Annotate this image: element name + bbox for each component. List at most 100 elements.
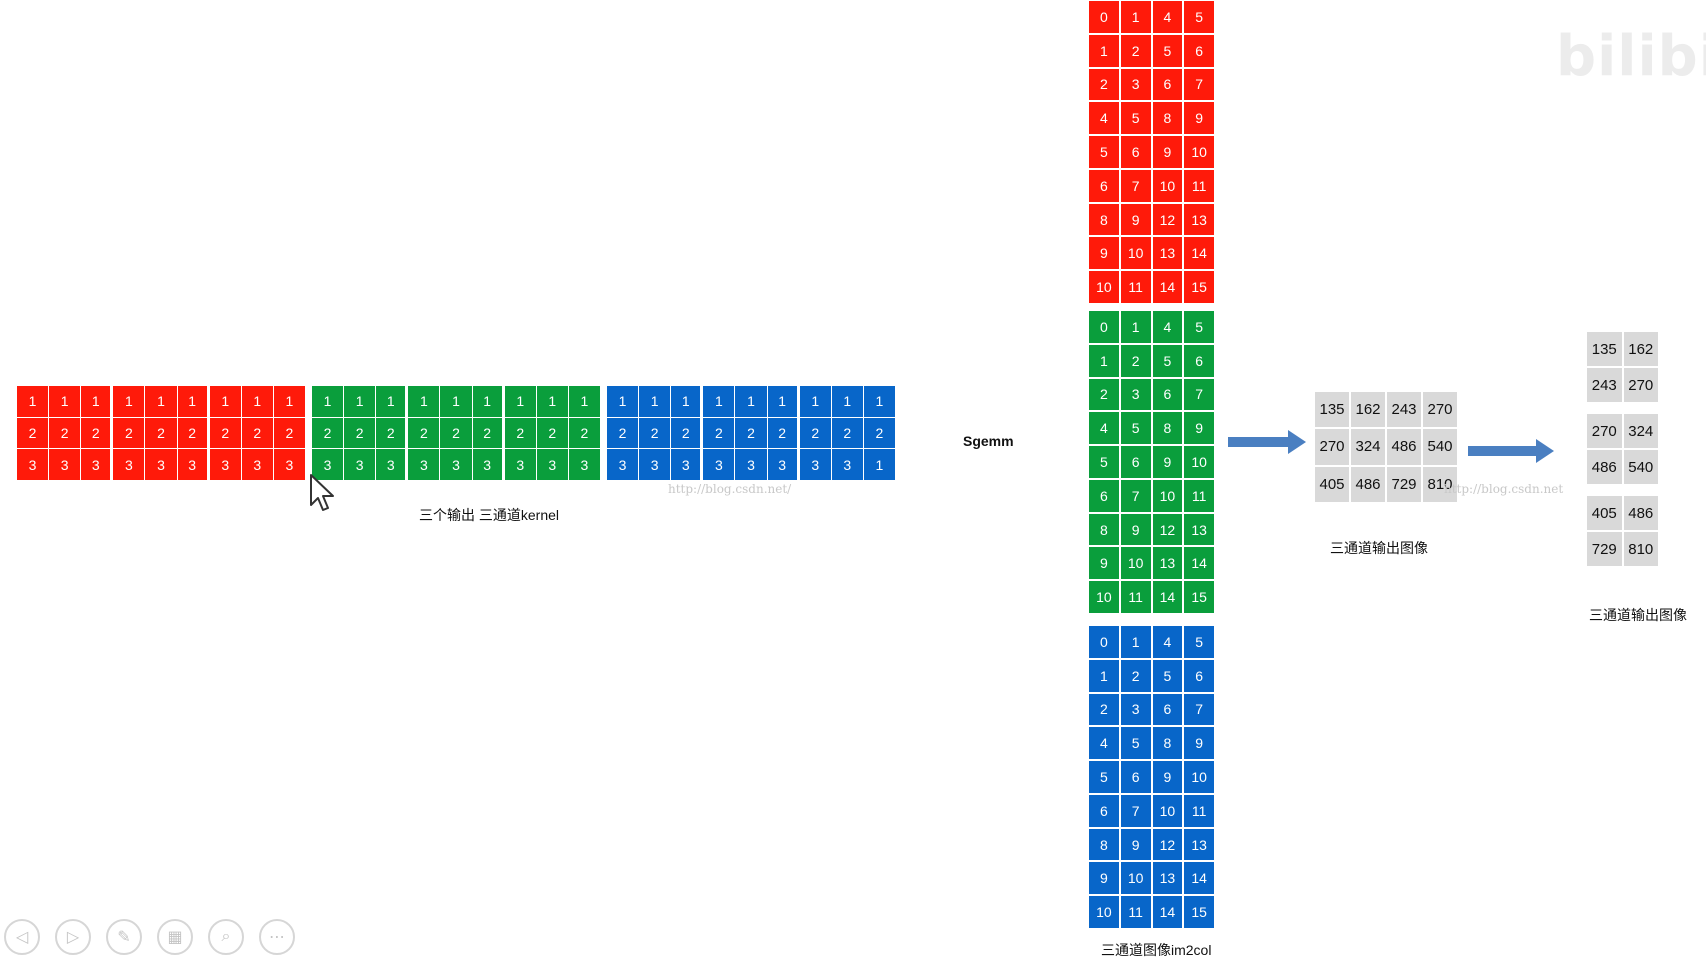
matrix-cell: 8 bbox=[1089, 203, 1119, 236]
matrix-cell: 2 bbox=[145, 417, 177, 449]
arrow-right-icon bbox=[1228, 430, 1306, 454]
matrix-cell: 2 bbox=[440, 417, 472, 449]
matrix-cell: 6 bbox=[1089, 794, 1119, 827]
matrix-cell: 2 bbox=[767, 417, 797, 449]
output-block: 135 162 243 270 bbox=[1587, 332, 1658, 402]
matrix-cell: 13 bbox=[1184, 828, 1214, 861]
matrix-cell: 10 bbox=[1184, 136, 1214, 168]
matrix-cell: 1 bbox=[241, 386, 273, 417]
matrix-cell: 1 bbox=[17, 386, 49, 417]
matrix-cell: 540 bbox=[1423, 429, 1457, 465]
matrix-cell: 3 bbox=[799, 449, 831, 480]
matrix-cell: 405 bbox=[1587, 496, 1622, 530]
prev-icon[interactable]: ◁ bbox=[4, 919, 40, 955]
matrix-cell: 11 bbox=[1184, 794, 1214, 827]
matrix-cell: 14 bbox=[1152, 271, 1183, 303]
matrix-cell: 2 bbox=[344, 417, 376, 449]
matrix-cell: 2 bbox=[81, 417, 111, 449]
matrix-cell: 7 bbox=[1120, 794, 1151, 827]
matrix-cell: 1 bbox=[671, 386, 701, 417]
matrix-cell: 486 bbox=[1587, 450, 1622, 484]
matrix-cell: 3 bbox=[607, 449, 639, 480]
matrix-cell: 3 bbox=[831, 449, 863, 480]
matrix-cell: 3 bbox=[273, 449, 305, 480]
matrix-cell: 3 bbox=[209, 449, 241, 480]
matrix-cell: 3 bbox=[17, 449, 49, 480]
matrix-cell: 11 bbox=[1184, 169, 1214, 202]
matrix-cell: 0 bbox=[1089, 311, 1119, 343]
matrix-cell: 5 bbox=[1184, 626, 1214, 658]
slides-icon[interactable]: ▦ bbox=[157, 919, 193, 955]
matrix-cell: 4 bbox=[1152, 1, 1183, 33]
matrix-cell: 15 bbox=[1184, 581, 1214, 613]
matrix-cell: 10 bbox=[1184, 446, 1214, 478]
matrix-cell: 270 bbox=[1587, 414, 1622, 448]
matrix-cell: 4 bbox=[1089, 727, 1119, 760]
matrix-cell: 3 bbox=[536, 449, 568, 480]
matrix-cell: 2 bbox=[568, 417, 600, 449]
matrix-cell: 135 bbox=[1587, 332, 1622, 366]
matrix-cell: 486 bbox=[1623, 496, 1658, 530]
matrix-cell: 9 bbox=[1184, 412, 1214, 445]
matrix-cell: 2 bbox=[113, 417, 145, 449]
more-icon[interactable]: ⋯ bbox=[259, 919, 295, 955]
matrix-cell: 1 bbox=[49, 386, 81, 417]
matrix-cell: 1 bbox=[1089, 34, 1119, 67]
matrix-cell: 14 bbox=[1152, 896, 1183, 928]
matrix-cell: 5 bbox=[1089, 136, 1119, 168]
matrix-cell: 1 bbox=[568, 386, 600, 417]
matrix-cell: 2 bbox=[177, 417, 207, 449]
matrix-cell: 6 bbox=[1184, 34, 1214, 67]
matrix-cell: 1 bbox=[1089, 659, 1119, 692]
matrix-cell: 2 bbox=[831, 417, 863, 449]
matrix-cell: 1 bbox=[536, 386, 568, 417]
matrix-cell: 810 bbox=[1423, 466, 1457, 502]
matrix-cell: 3 bbox=[671, 449, 701, 480]
cursor-icon bbox=[310, 474, 334, 511]
matrix-cell: 9 bbox=[1089, 237, 1119, 270]
matrix-cell: 5 bbox=[1089, 446, 1119, 478]
matrix-cell: 10 bbox=[1120, 237, 1151, 270]
matrix-cell: 6 bbox=[1089, 169, 1119, 202]
matrix-cell: 1 bbox=[472, 386, 502, 417]
output-block: 270 324 486 540 bbox=[1587, 414, 1658, 484]
output-matrix: 135 162 243 270 270 324 486 540 405 486 729 810 bbox=[1315, 392, 1457, 502]
matrix-cell: 5 bbox=[1120, 727, 1151, 760]
matrix-cell: 10 bbox=[1184, 761, 1214, 793]
next-icon[interactable]: ▷ bbox=[55, 919, 91, 955]
matrix-cell: 1 bbox=[440, 386, 472, 417]
matrix-cell: 3 bbox=[504, 449, 536, 480]
matrix-cell: 324 bbox=[1623, 414, 1658, 448]
matrix-cell: 3 bbox=[241, 449, 273, 480]
matrix-cell: 6 bbox=[1184, 344, 1214, 377]
matrix-cell: 10 bbox=[1152, 169, 1183, 202]
matrix-cell: 13 bbox=[1184, 513, 1214, 546]
matrix-cell: 11 bbox=[1120, 271, 1151, 303]
matrix-cell: 10 bbox=[1120, 547, 1151, 580]
matrix-cell: 5 bbox=[1120, 412, 1151, 445]
matrix-cell: 2 bbox=[1089, 68, 1119, 101]
matrix-cell: 2 bbox=[17, 417, 49, 449]
matrix-cell: 162 bbox=[1351, 392, 1385, 428]
matrix-cell: 1 bbox=[177, 386, 207, 417]
matrix-cell: 1 bbox=[1120, 1, 1151, 33]
matrix-cell: 1 bbox=[145, 386, 177, 417]
matrix-cell: 2 bbox=[536, 417, 568, 449]
matrix-cell: 10 bbox=[1152, 479, 1183, 512]
matrix-cell: 14 bbox=[1152, 581, 1183, 613]
matrix-cell: 2 bbox=[639, 417, 671, 449]
matrix-cell: 1 bbox=[799, 386, 831, 417]
matrix-cell: 1 bbox=[767, 386, 797, 417]
matrix-cell: 11 bbox=[1184, 479, 1214, 512]
im2col-red: 0 1 4 5 1 2 5 6 2 3 6 7 4 5 8 9 5 6 9 10 6 7 10 11 8 9 12 13 9 10 13 14… bbox=[1089, 1, 1214, 303]
matrix-cell: 1 bbox=[703, 386, 735, 417]
pen-icon[interactable]: ✎ bbox=[106, 919, 142, 955]
matrix-cell: 1 bbox=[1089, 344, 1119, 377]
matrix-cell: 3 bbox=[312, 449, 344, 480]
matrix-cell: 8 bbox=[1089, 828, 1119, 861]
zoom-icon[interactable]: ⌕ bbox=[208, 919, 244, 955]
matrix-cell: 5 bbox=[1120, 102, 1151, 135]
matrix-cell: 0 bbox=[1089, 626, 1119, 658]
matrix-cell: 5 bbox=[1184, 1, 1214, 33]
